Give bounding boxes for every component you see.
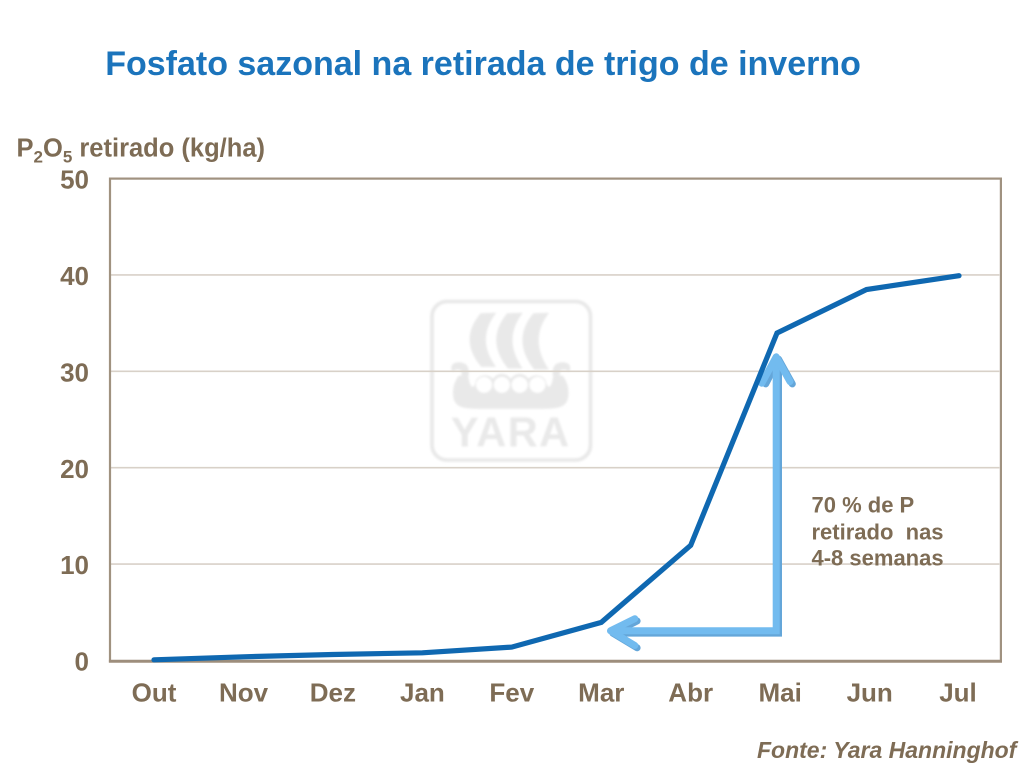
svg-text:Jul: Jul — [939, 678, 977, 708]
svg-text:retirado nas: retirado nas — [812, 520, 944, 545]
svg-text:Dez: Dez — [310, 678, 356, 708]
svg-text:Out: Out — [132, 678, 177, 708]
svg-text:10: 10 — [60, 550, 89, 580]
svg-text:Jan: Jan — [400, 678, 445, 708]
svg-text:Fosfato sazonal na retirada de: Fosfato sazonal na retirada de trigo de … — [105, 45, 861, 83]
svg-text:50: 50 — [60, 165, 89, 195]
svg-text:Mar: Mar — [578, 678, 624, 708]
svg-text:0: 0 — [75, 647, 89, 677]
svg-text:Fonte: Yara Hanninghof: Fonte: Yara Hanninghof — [757, 737, 1019, 763]
svg-text:Nov: Nov — [219, 678, 269, 708]
svg-text:40: 40 — [60, 261, 89, 291]
svg-text:YARA: YARA — [451, 409, 571, 456]
svg-text:Abr: Abr — [668, 678, 713, 708]
svg-text:70 % de P: 70 % de P — [812, 493, 915, 518]
svg-text:Mai: Mai — [759, 678, 802, 708]
svg-text:P2O5 retirado (kg/ha): P2O5 retirado (kg/ha) — [17, 135, 266, 167]
svg-text:30: 30 — [60, 357, 89, 387]
svg-text:4-8 semanas: 4-8 semanas — [812, 546, 944, 571]
svg-text:Jun: Jun — [847, 678, 893, 708]
svg-text:20: 20 — [60, 454, 89, 484]
svg-text:Fev: Fev — [489, 678, 534, 708]
